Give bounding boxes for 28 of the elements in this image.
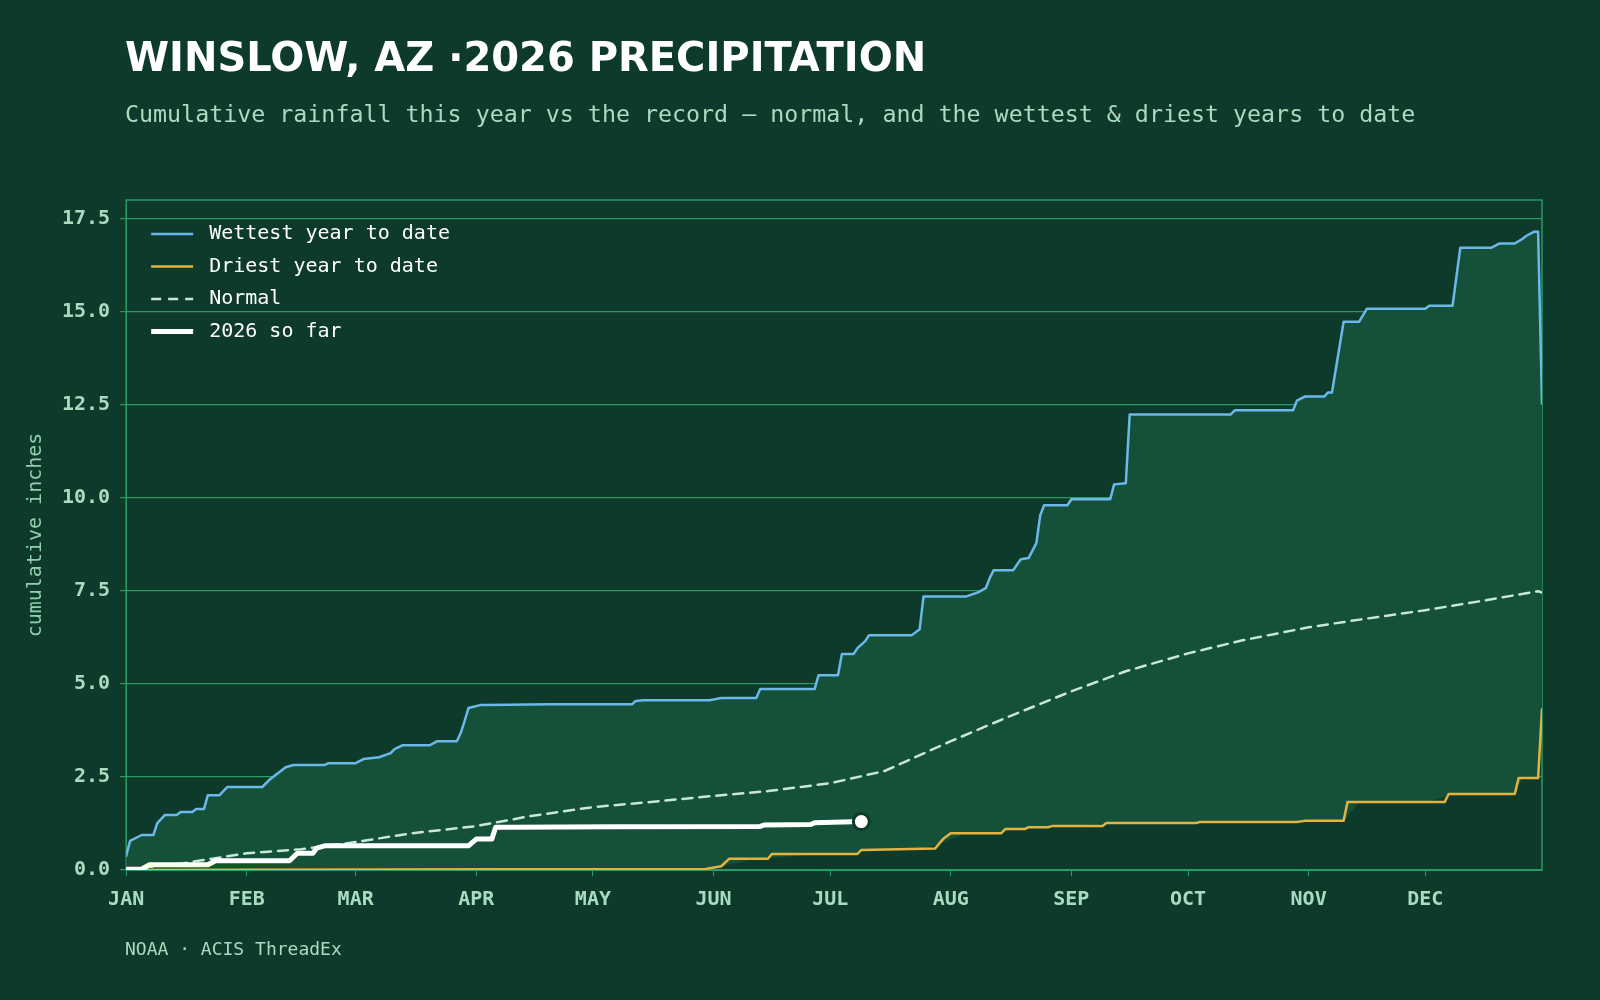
chart-title: WINSLOW, AZ ·2026 PRECIPITATION (125, 34, 927, 80)
text: NOAA · ACIS ThreadEx (125, 938, 342, 959)
x-tick-label: APR (458, 886, 496, 911)
y-tick-label: 12.5 (61, 390, 111, 415)
legend-label: Driest year to date (209, 252, 438, 277)
y-tick-label: 17.5 (61, 204, 111, 229)
y-tick-label: 10.0 (61, 483, 111, 508)
legend-label: 2026 so far (209, 317, 342, 342)
y-tick-label: 0.0 (74, 856, 111, 881)
x-tick-label: MAR (337, 886, 375, 911)
y-tick-label: 7.5 (74, 577, 111, 602)
y-tick-label: 15.0 (61, 297, 111, 322)
x-tick-label: JUL (812, 886, 849, 911)
chart-subtitle: Cumulative rainfall this year vs the record — normal, and the wettest & driest years to date (125, 100, 1416, 127)
x-tick-label: DEC (1407, 886, 1444, 911)
y-tick-label: 5.0 (74, 670, 111, 695)
y-axis-title: cumulative inches (22, 432, 47, 638)
legend-label: Wettest year to date (209, 220, 450, 245)
x-tick-label: MAY (574, 886, 611, 911)
x-tick-label: SEP (1053, 886, 1090, 911)
x-tick-label: AUG (932, 886, 969, 911)
legend-label: Normal (209, 285, 282, 310)
x-tick-label: JUN (695, 886, 732, 911)
x-tick-label: OCT (1169, 886, 1207, 911)
x-tick-label: JAN (108, 886, 145, 911)
x-tick-label: FEB (228, 886, 265, 911)
y-tick-label: 2.5 (74, 763, 111, 788)
x-tick-label: NOV (1290, 886, 1327, 911)
